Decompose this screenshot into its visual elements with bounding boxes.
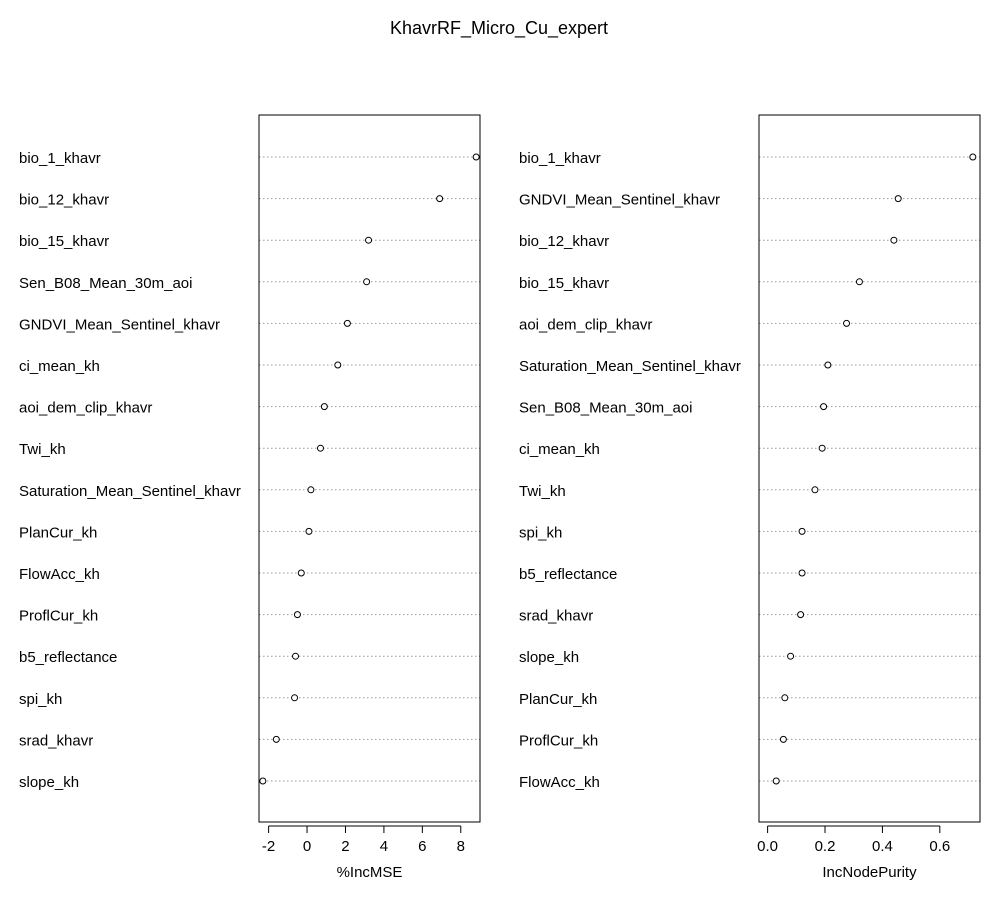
x-axis-label: IncNodePurity [822, 864, 917, 881]
data-point [272, 735, 280, 743]
data-point [292, 652, 300, 660]
variable-label: PlanCur_kh [519, 691, 597, 708]
variable-label: bio_12_khavr [519, 233, 609, 250]
variable-label: Saturation_Mean_Sentinel_khavr [519, 358, 741, 375]
variable-label: bio_15_khavr [519, 275, 609, 292]
variable-label: ci_mean_kh [519, 441, 600, 458]
variable-label: Sen_B08_Mean_30m_aoi [19, 275, 192, 292]
data-point [890, 236, 898, 244]
x-tick-label: 0.0 [757, 838, 778, 855]
variable-label: bio_15_khavr [19, 233, 109, 250]
plot-frame [258, 114, 481, 823]
variable-label: spi_kh [19, 691, 62, 708]
variable-label: srad_khavr [19, 732, 93, 749]
data-point [436, 195, 444, 203]
variable-label: PlanCur_kh [19, 524, 97, 541]
variable-label: srad_khavr [519, 608, 593, 625]
chart-title: KhavrRF_Micro_Cu_expert [390, 18, 608, 39]
data-point [772, 777, 780, 785]
variable-label: GNDVI_Mean_Sentinel_khavr [19, 316, 220, 333]
x-tick-label: 8 [457, 838, 465, 855]
variable-label: Saturation_Mean_Sentinel_khavr [19, 483, 241, 500]
data-point [798, 569, 806, 577]
x-tick-label: 0.2 [815, 838, 836, 855]
x-tick-label: -2 [262, 838, 275, 855]
panel-incnodepurity: bio_1_khavr GNDVI_Mean_Sentinel_khavr bio_… [519, 114, 981, 881]
data-point [307, 486, 315, 494]
panel-incmse: bio_1_khavr bio_12_khavr bio_15_khavr Sen_B… [19, 114, 481, 881]
data-point [843, 319, 851, 327]
data-point [365, 236, 373, 244]
data-point [293, 611, 301, 619]
variable-label: slope_kh [519, 649, 579, 666]
data-point [779, 735, 787, 743]
variable-label: FlowAcc_kh [19, 566, 100, 583]
x-tick-label: 0 [303, 838, 311, 855]
variable-label: slope_kh [19, 774, 79, 791]
data-point [320, 403, 328, 411]
variable-label: FlowAcc_kh [519, 774, 600, 791]
data-point [259, 777, 267, 785]
variable-label: ci_mean_kh [19, 358, 100, 375]
data-point [820, 403, 828, 411]
variable-label: bio_1_khavr [19, 150, 101, 167]
data-point [855, 278, 863, 286]
data-point [363, 278, 371, 286]
variable-label: aoi_dem_clip_khavr [519, 316, 652, 333]
data-point [343, 319, 351, 327]
data-point [798, 527, 806, 535]
x-axis-label: %IncMSE [337, 864, 403, 881]
variable-label: bio_1_khavr [519, 150, 601, 167]
data-point [969, 153, 977, 161]
variable-label: Sen_B08_Mean_30m_aoi [519, 400, 692, 417]
data-point [787, 652, 795, 660]
data-point [824, 361, 832, 369]
data-point [316, 444, 324, 452]
variable-label: b5_reflectance [519, 566, 617, 583]
data-point [797, 611, 805, 619]
variable-label: GNDVI_Mean_Sentinel_khavr [519, 192, 720, 209]
data-point [305, 527, 313, 535]
variable-label: aoi_dem_clip_khavr [19, 400, 152, 417]
x-tick-label: 2 [341, 838, 349, 855]
data-point [781, 694, 789, 702]
variable-label: bio_12_khavr [19, 192, 109, 209]
data-point [334, 361, 342, 369]
data-point [472, 153, 480, 161]
data-point [291, 694, 299, 702]
variable-label: Twi_kh [519, 483, 566, 500]
plot-frame [758, 114, 981, 823]
variable-label: b5_reflectance [19, 649, 117, 666]
x-tick-label: 4 [380, 838, 388, 855]
data-point [297, 569, 305, 577]
x-tick-label: 6 [418, 838, 426, 855]
variable-label: ProflCur_kh [19, 608, 98, 625]
data-point [894, 195, 902, 203]
variable-label: Twi_kh [19, 441, 66, 458]
variable-label: spi_kh [519, 524, 562, 541]
x-tick-label: 0.4 [872, 838, 893, 855]
data-point [818, 444, 826, 452]
x-tick-label: 0.6 [929, 838, 950, 855]
data-point [811, 486, 819, 494]
variable-label: ProflCur_kh [519, 732, 598, 749]
